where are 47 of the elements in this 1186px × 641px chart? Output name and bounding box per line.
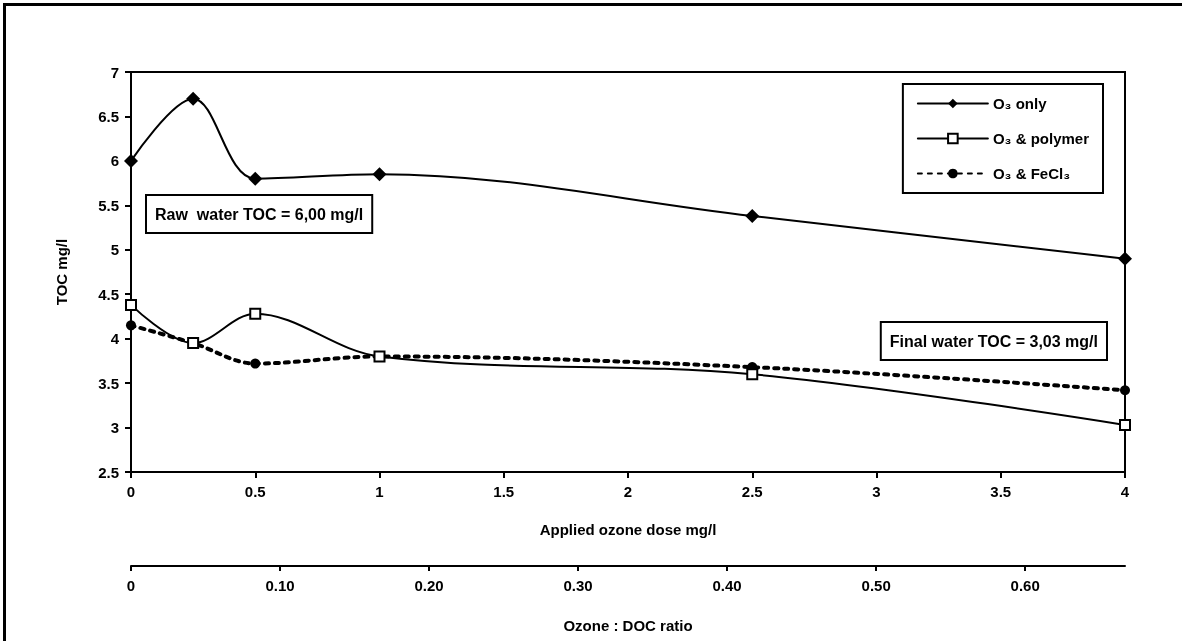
y-tick-label: 5.5 [98,196,119,214]
x2-tick-label: 0.20 [414,577,444,594]
x-tick-label: 0 [126,483,136,500]
legend-label: O₃ & polymer [992,130,1090,147]
point [1119,418,1131,431]
x-tick-label: 1.5 [493,483,515,500]
y-tick-label: 6 [110,152,119,170]
point [1120,385,1130,396]
annotation: Final water TOC = 3,03 mg/l [889,332,1098,350]
x-tick-label: 2 [623,483,633,500]
y-tick-label: 3 [110,419,119,437]
legend-label: O₃ only [992,95,1048,112]
x-tick-label: 3 [872,483,881,500]
point [1118,251,1132,266]
y-tick-label: 4 [110,330,120,348]
x2-tick-label: 0 [126,577,136,594]
point [745,209,760,223]
legend-label: O₃ & FeCl₃ [992,165,1071,182]
point [250,358,261,369]
x2-tick-label: 0.40 [712,577,742,594]
y-tick-label: 3.5 [98,374,119,392]
x2-tick-label: 0.10 [265,577,295,594]
x-tick-label: 0.5 [244,483,266,500]
y-tick-label: 6.5 [98,107,119,125]
y-tick-label: 5 [110,241,119,259]
x-tick-label: 1 [375,483,384,500]
point [124,153,138,168]
annotation: Raw water TOC = 6,00 mg/l [155,205,364,223]
x2-tick-label: 0.60 [1010,577,1040,594]
y-axis-title: TOC mg/l [53,238,70,306]
x2-tick-label: 0.30 [563,577,593,594]
x-tick-label: 3.5 [990,483,1012,500]
point [249,307,262,320]
y-tick-label: 2.5 [98,463,119,481]
point [746,368,759,381]
y-tick-label: 7 [110,63,119,81]
y-tick-label: 4.5 [98,285,119,303]
point [125,298,137,311]
x-tick-label: 4 [1120,483,1130,500]
point [372,167,387,182]
x2-axis-title: Ozone : DOC ratio [563,617,693,634]
point [248,171,263,186]
point [126,320,136,331]
x-axis-title: Applied ozone dose mg/l [539,521,717,538]
x2-tick-label: 0.50 [861,577,891,594]
x-tick-label: 2.5 [741,483,763,500]
point [186,91,201,106]
